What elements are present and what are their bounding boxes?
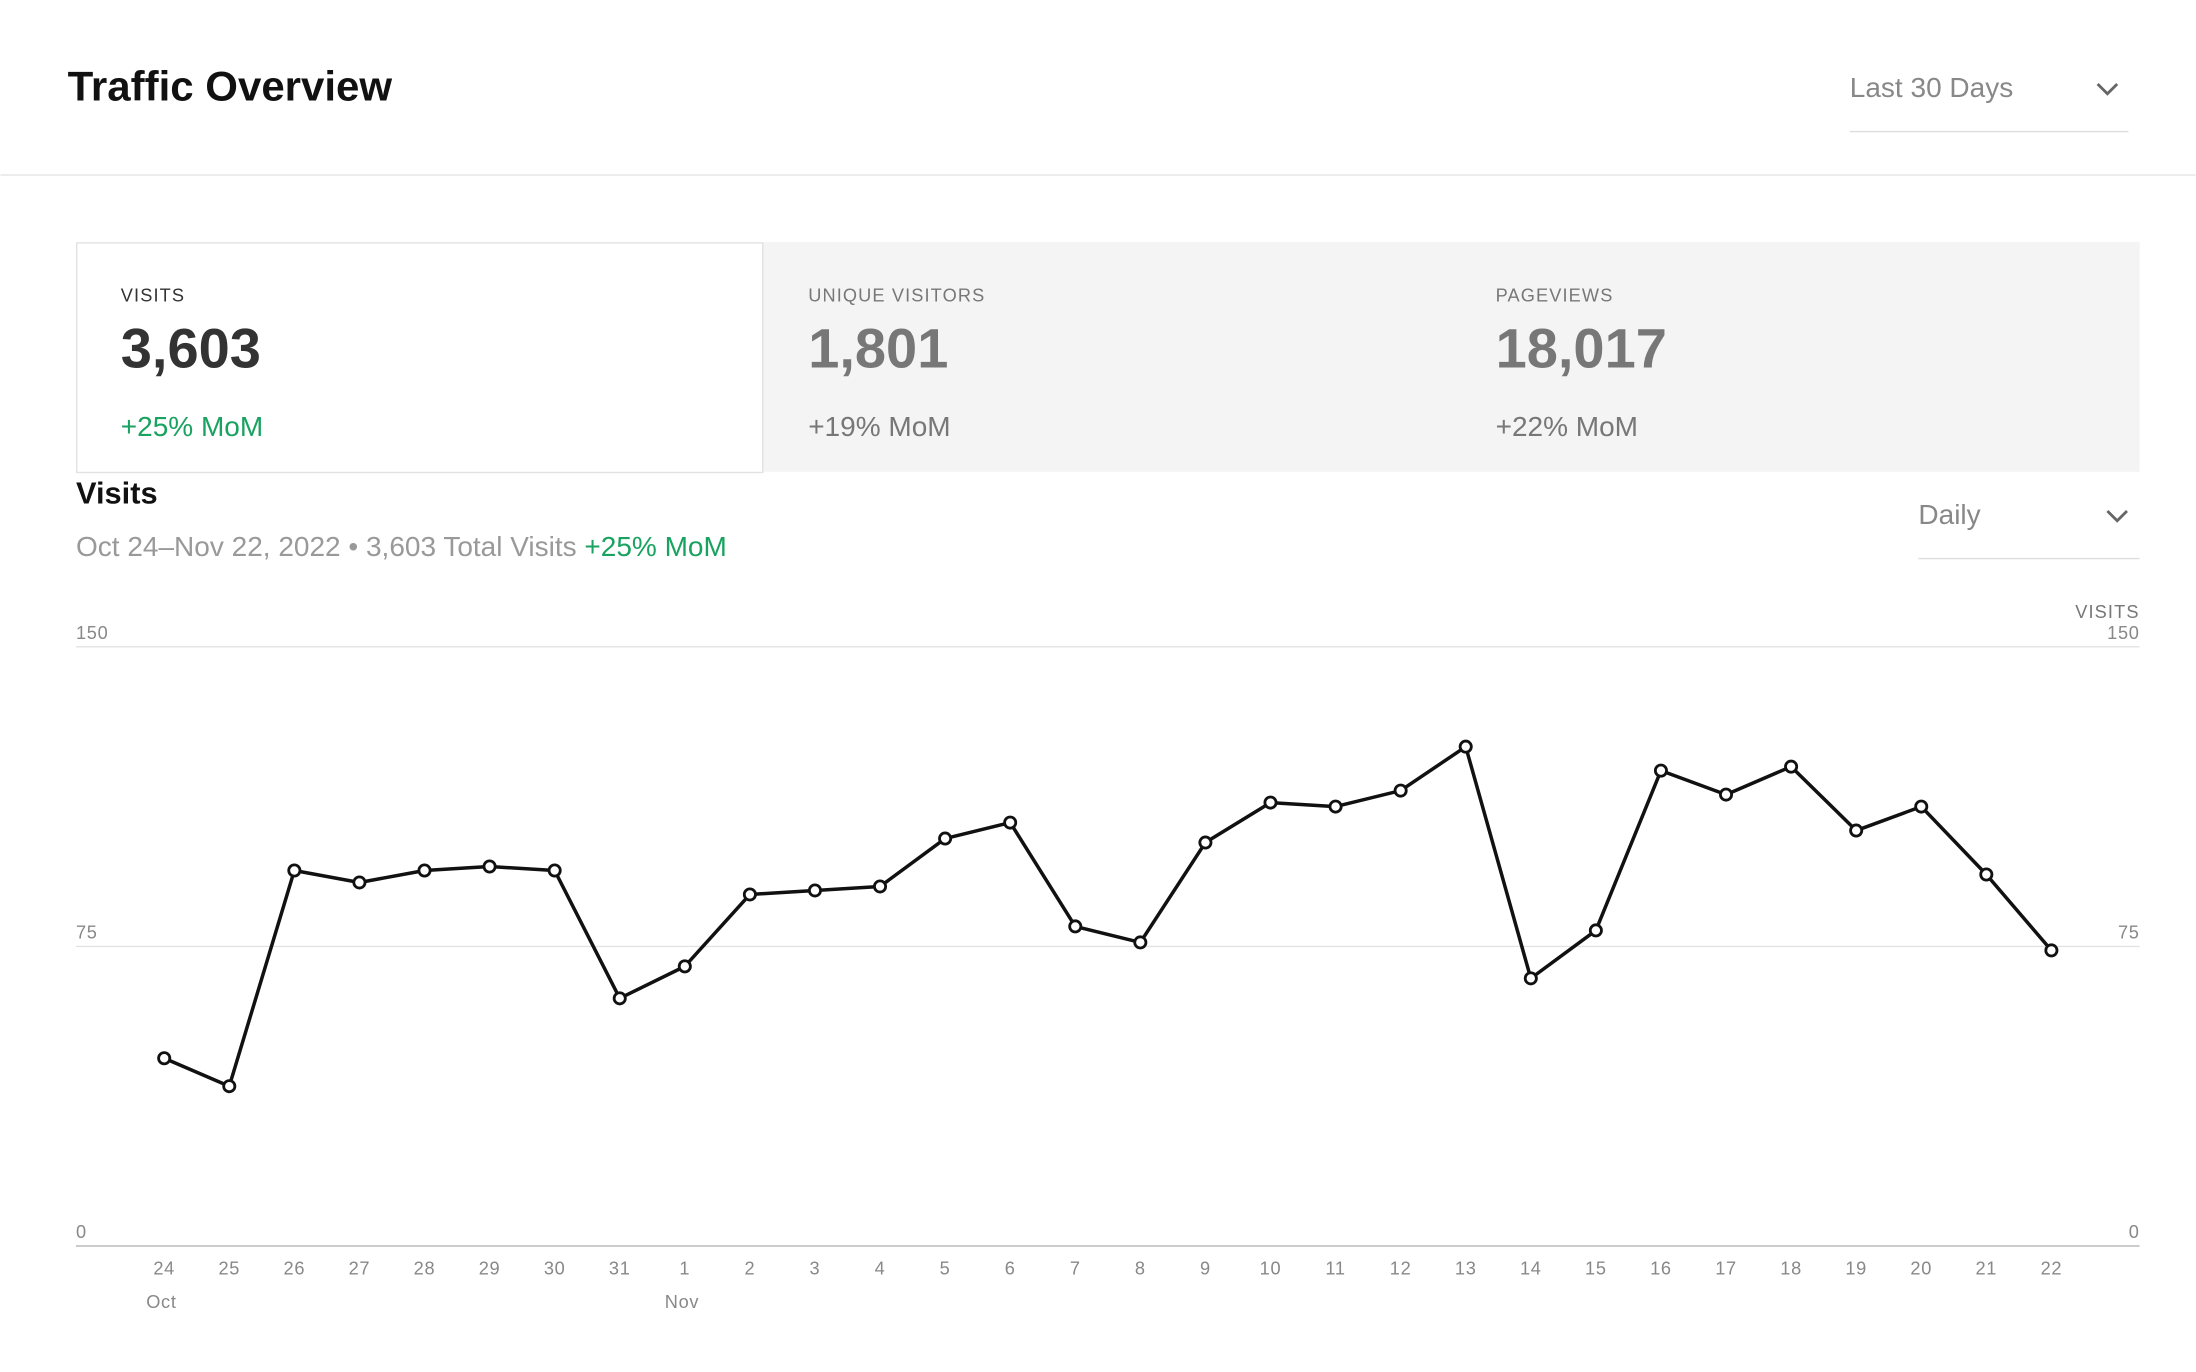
data-point xyxy=(482,859,497,874)
x-tick-label: 13 xyxy=(1455,1259,1477,1279)
data-point xyxy=(2044,943,2059,958)
data-point xyxy=(807,883,822,898)
month-label: Oct xyxy=(146,1292,176,1312)
x-tick-label: 2 xyxy=(744,1259,755,1279)
data-point xyxy=(287,863,302,878)
data-point xyxy=(547,863,562,878)
metric-value: 1,801 xyxy=(808,317,948,380)
x-tick-label: 3 xyxy=(810,1259,821,1279)
y-tick-label: 150 xyxy=(76,623,108,643)
data-point xyxy=(1003,815,1018,830)
x-tick-label: 30 xyxy=(544,1259,566,1279)
data-point xyxy=(1979,867,1994,882)
x-tick-label: 26 xyxy=(284,1259,306,1279)
data-point xyxy=(222,1079,237,1094)
metric-label: VISITS xyxy=(121,286,185,306)
data-point xyxy=(1588,923,1603,938)
subtitle-change: +25% MoM xyxy=(584,531,726,562)
x-tick-label: 17 xyxy=(1715,1259,1737,1279)
x-tick-label: 14 xyxy=(1520,1259,1542,1279)
y2-tick-label: 150 xyxy=(2107,623,2139,643)
month-label: Nov xyxy=(665,1292,700,1312)
data-point xyxy=(1523,971,1538,986)
x-tick-label: 5 xyxy=(940,1259,951,1279)
x-tick-label: 6 xyxy=(1005,1259,1016,1279)
x-tick-label: 20 xyxy=(1910,1259,1932,1279)
data-point xyxy=(1068,919,1083,934)
page-title: Traffic Overview xyxy=(68,63,393,110)
x-tick-label: 25 xyxy=(218,1259,240,1279)
data-point xyxy=(1653,763,1668,778)
chart-subtitle: Oct 24–Nov 22, 2022 • 3,603 Total Visits… xyxy=(76,531,727,562)
data-point xyxy=(1719,787,1734,802)
x-tick-label: 21 xyxy=(1976,1259,1998,1279)
data-line xyxy=(163,744,2053,1088)
data-point xyxy=(1263,795,1278,810)
chevron xyxy=(2106,510,2128,523)
x-tick-label: 16 xyxy=(1650,1259,1672,1279)
data-point xyxy=(1849,823,1864,838)
data-point xyxy=(938,831,953,846)
metrics-background xyxy=(762,242,2140,472)
data-point xyxy=(352,875,367,890)
metric-label: PAGEVIEWS xyxy=(1496,286,1614,306)
x-tick-label: 24 xyxy=(153,1259,175,1279)
metric-value: 18,017 xyxy=(1496,317,1667,380)
x-tick-label: 22 xyxy=(2041,1259,2063,1279)
metric-change: +25% MoM xyxy=(121,411,263,442)
x-tick-label: 28 xyxy=(414,1259,436,1279)
x-tick-label: 15 xyxy=(1585,1259,1607,1279)
x-tick-label: 1 xyxy=(679,1259,690,1279)
data-point xyxy=(1328,799,1343,814)
x-tick-label: 4 xyxy=(875,1259,886,1279)
data-point xyxy=(612,991,627,1006)
x-tick-label: 19 xyxy=(1845,1259,1867,1279)
subtitle-text: Oct 24–Nov 22, 2022 • 3,603 Total Visits xyxy=(76,531,577,562)
data-point xyxy=(1198,835,1213,850)
data-point xyxy=(417,863,432,878)
x-tick-label: 9 xyxy=(1200,1259,1211,1279)
x-tick-label: 11 xyxy=(1325,1259,1345,1279)
y-tick-label: 75 xyxy=(76,923,98,943)
x-tick-label: 18 xyxy=(1780,1259,1802,1279)
range-select[interactable]: Last 30 Days xyxy=(1850,72,2013,103)
x-tick-label: 7 xyxy=(1070,1259,1081,1279)
range-dropdown[interactable]: Last 30 Days xyxy=(1849,72,2129,133)
data-point xyxy=(1784,759,1799,774)
metric-change: +19% MoM xyxy=(808,411,950,442)
x-tick-label: 31 xyxy=(609,1259,631,1279)
y-axis-label: VISITS xyxy=(2075,602,2139,622)
chart-title: Visits xyxy=(76,476,158,511)
data-point xyxy=(873,879,888,894)
interval-select[interactable]: Daily xyxy=(1918,499,1980,530)
data-point xyxy=(157,1051,172,1066)
y2-tick-label: 0 xyxy=(2129,1222,2140,1242)
y2-tick-label: 75 xyxy=(2118,923,2140,943)
data-point xyxy=(1393,783,1408,798)
metric-label: UNIQUE VISITORS xyxy=(808,286,985,306)
x-tick-label: 8 xyxy=(1135,1259,1146,1279)
data-point xyxy=(742,887,757,902)
x-tick-label: 10 xyxy=(1260,1259,1282,1279)
x-tick-label: 29 xyxy=(479,1259,501,1279)
metric-value: 3,603 xyxy=(121,317,261,380)
interval-dropdown[interactable]: Daily xyxy=(1918,499,2140,560)
data-point xyxy=(677,959,692,974)
data-point xyxy=(1133,935,1148,950)
data-point xyxy=(1914,799,1929,814)
data-point xyxy=(1458,739,1473,754)
chevron xyxy=(2096,83,2119,96)
x-tick-label: 12 xyxy=(1390,1259,1412,1279)
metric-card-active[interactable] xyxy=(76,242,764,474)
metric-change: +22% MoM xyxy=(1496,411,1638,442)
y-tick-label: 0 xyxy=(76,1222,87,1242)
x-tick-label: 27 xyxy=(349,1259,371,1279)
